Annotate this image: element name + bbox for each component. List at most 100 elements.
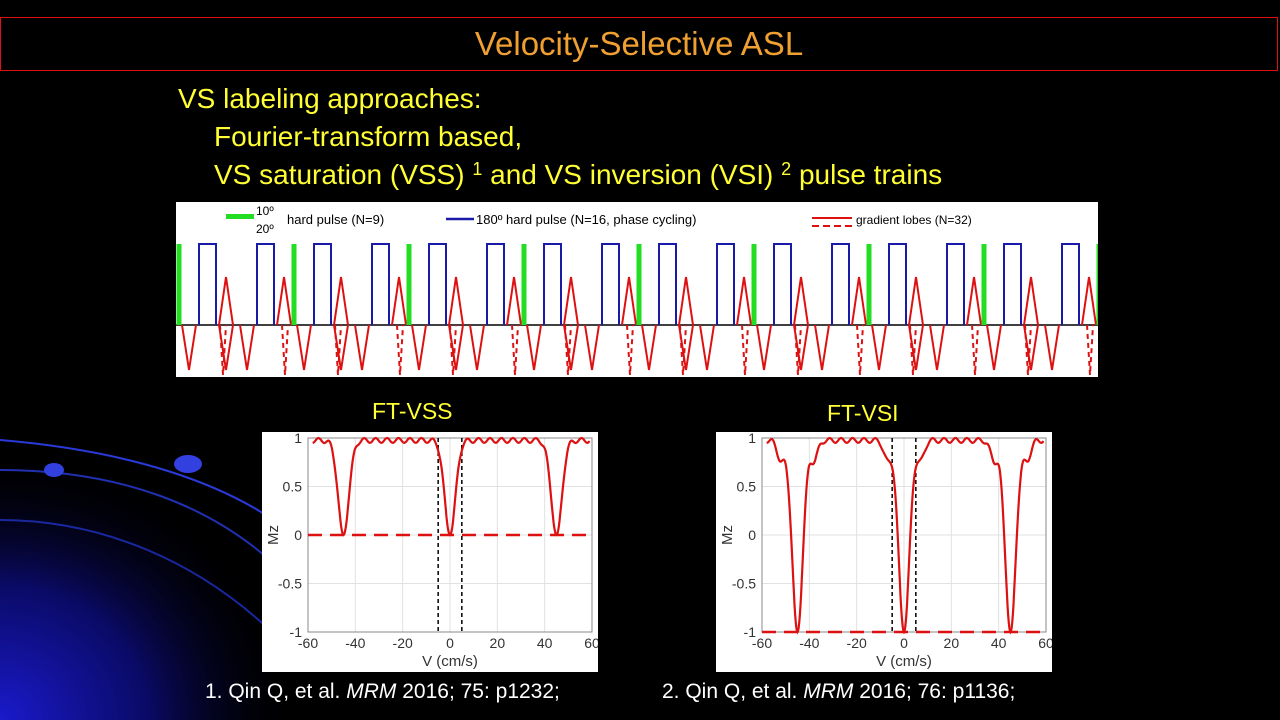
y-tick-label: 1 (294, 432, 302, 446)
y-tick-label: 0 (294, 527, 302, 543)
x-tick-label: -20 (847, 635, 867, 651)
reference-text: 1. Qin Q, et al. (205, 680, 347, 703)
gradient-lobe (621, 276, 637, 326)
y-axis-label: Mz (265, 525, 282, 545)
y-tick-label: -0.5 (732, 576, 756, 592)
x-tick-label: 40 (991, 635, 1007, 651)
gradient-lobe-dashed (334, 324, 342, 376)
gradient-lobe-dashed (856, 324, 864, 376)
bullet-list: VS labeling approaches: Fourier-transfor… (178, 80, 942, 194)
gradient-lobe (699, 324, 715, 371)
x-tick-label: 60 (1038, 635, 1052, 651)
y-tick-label: 0.5 (737, 479, 757, 495)
plot-vsi: -60 -40 -20 0 20 40 60 1 0.5 0 -0.5 -1 V (cm/s) Mz (716, 430, 1054, 672)
ref-superscript-2: 2 (781, 159, 792, 179)
pulse-180 (256, 243, 275, 325)
gradient-lobe-dashed (679, 324, 687, 376)
gradient-lobe (469, 324, 485, 371)
y-tick-label: -0.5 (278, 576, 302, 592)
plot-vsi-svg: -60 -40 -20 0 20 40 60 1 0.5 0 -0.5 -1 V (cm/s) Mz (719, 430, 1054, 670)
gradient-lobe-dashed (281, 324, 289, 376)
gradient-lobe (851, 276, 867, 326)
gradient-lobe (966, 276, 982, 326)
legend-hard-pulse-swatch (226, 214, 254, 219)
gradient-lobe (448, 324, 464, 371)
y-tick-label: 1 (748, 432, 756, 446)
gradient-lobe (756, 324, 772, 371)
plot-vss-svg: -60 -40 -20 0 20 40 60 1 0.5 0 -0.5 -1 V (cm/s) Mz (265, 430, 600, 670)
reference-journal: MRM (803, 680, 854, 703)
reference-1: 1. Qin Q, et al. MRM 2016; 75: p1232; (205, 680, 560, 704)
gradient-lobe (1023, 276, 1039, 326)
gradient-lobe (563, 324, 579, 371)
legend-20: 20º (256, 222, 274, 236)
plot-title-vsi: FT-VSI (827, 400, 899, 426)
gradient-lobe-dashed (1086, 324, 1094, 376)
gradient-lobe (793, 276, 809, 326)
legend-10: 10º (256, 204, 274, 218)
pulse-180 (831, 243, 850, 325)
gradient-lobe (218, 324, 234, 371)
bullet-item-ft: Fourier-transform based, (214, 121, 523, 152)
gradient-lobe (296, 324, 312, 371)
hard-pulse (636, 244, 642, 325)
pulse-180 (428, 243, 447, 325)
x-tick-label: 20 (944, 635, 960, 651)
gradient-lobe (678, 324, 694, 371)
y-axis-label: Mz (719, 525, 736, 545)
plot-title-vss: FT-VSS (372, 398, 453, 424)
x-axis-label: V (cm/s) (422, 653, 478, 670)
y-tick-label: 0.5 (283, 479, 303, 495)
pulse-180 (658, 243, 677, 325)
gradient-lobe (1081, 276, 1097, 326)
pulse-train (176, 243, 1102, 376)
pulse-180 (543, 243, 562, 325)
gradient-lobe-dashed (971, 324, 979, 376)
gradient-lobe-dashed (449, 324, 457, 376)
hard-pulse (1096, 244, 1102, 325)
hard-pulse (521, 244, 527, 325)
hard-pulse (406, 244, 412, 325)
gradient-lobe (276, 276, 292, 326)
gradient-lobe (814, 324, 830, 371)
x-tick-label: -20 (393, 635, 413, 651)
bullet-text: VS saturation (VSS) (214, 159, 473, 190)
reference-2: 2. Qin Q, et al. MRM 2016; 76: p1136; (662, 680, 1015, 704)
gradient-lobe (526, 324, 542, 371)
mz-profile-line (312, 436, 591, 537)
pulse-180 (313, 243, 332, 325)
gradient-lobe (1023, 324, 1039, 371)
gradient-lobe-dashed (511, 324, 519, 376)
gradient-lobe-dashed (1024, 324, 1032, 376)
gradient-lobe (391, 276, 407, 326)
gradient-lobe-dashed (396, 324, 404, 376)
mz-profile-line (766, 436, 1045, 635)
gradient-lobe (986, 324, 1002, 371)
gradient-lobe (448, 276, 464, 326)
gradient-lobe (354, 324, 370, 371)
reference-journal: MRM (346, 680, 397, 703)
x-tick-label: -40 (345, 635, 365, 651)
pulse-180 (1003, 243, 1022, 325)
gradient-lobe (506, 276, 522, 326)
gradient-lobe-dashed (794, 324, 802, 376)
gradient-lobe (908, 276, 924, 326)
hard-pulse (981, 244, 987, 325)
pulse-180 (486, 243, 505, 325)
ref-superscript-1: 1 (472, 159, 483, 179)
gradient-lobe (641, 324, 657, 371)
pulse-180 (888, 243, 907, 325)
gradient-lobe (218, 276, 234, 326)
bullet-heading: VS labeling approaches: (178, 83, 482, 114)
gradient-lobe-dashed (909, 324, 917, 376)
x-tick-label: 60 (584, 635, 598, 651)
gradient-lobe (871, 324, 887, 371)
title-bar: Velocity-Selective ASL (0, 17, 1278, 71)
gradient-lobe (1044, 324, 1060, 371)
pulse-180 (946, 243, 965, 325)
gradient-lobe (563, 276, 579, 326)
slide-title: Velocity-Selective ASL (474, 25, 804, 62)
pulse-sequence-diagram: 10º 20º hard pulse (N=9) 180º hard pulse… (176, 202, 1102, 377)
pulse-sequence-svg: 10º 20º hard pulse (N=9) 180º hard pulse… (176, 204, 1102, 376)
